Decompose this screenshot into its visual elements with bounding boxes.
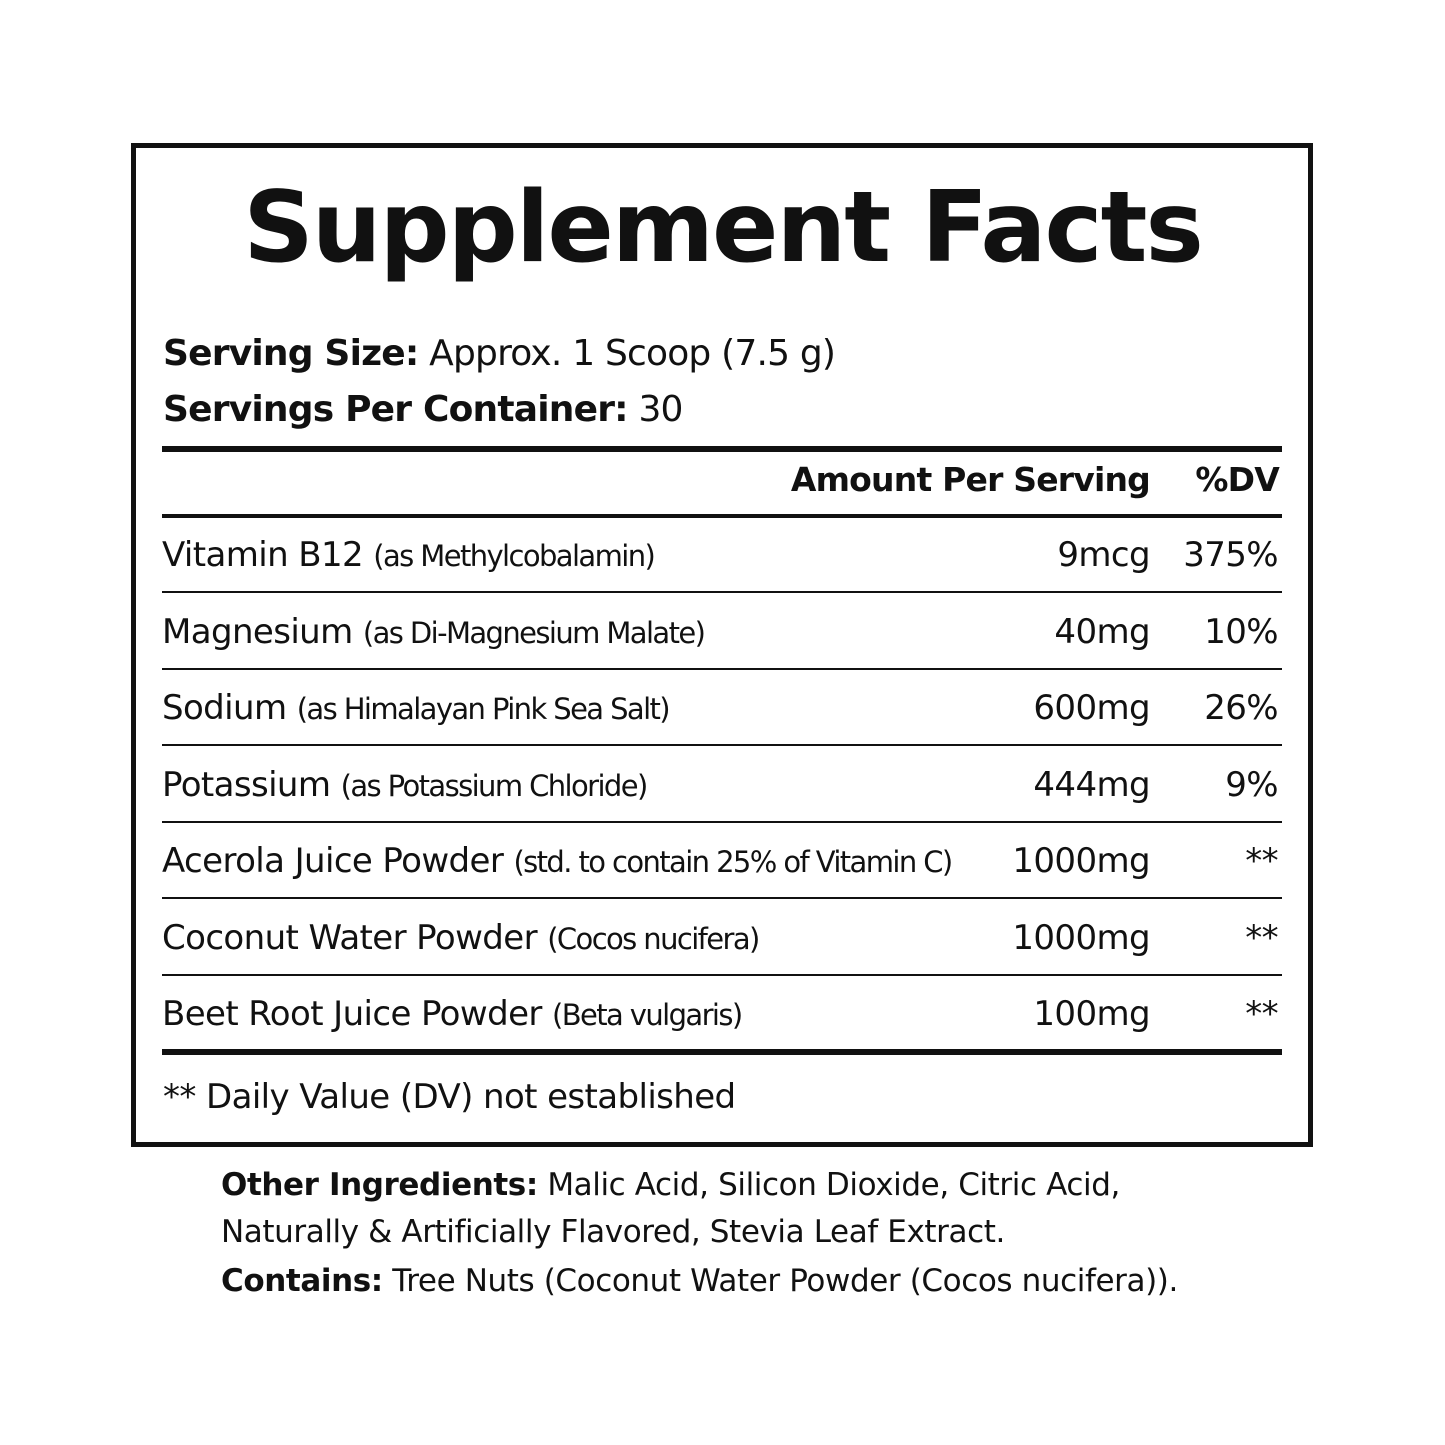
serving-size-value: Approx. 1 Scoop (7.5 g) <box>429 333 836 374</box>
nutrient-dv: ** <box>1245 994 1278 1034</box>
nutrient-label: Coconut Water Powder <box>162 917 538 958</box>
nutrient-name: Beet Root Juice Powder (Beta vulgaris) <box>162 992 743 1037</box>
nutrient-label: Potassium <box>162 764 331 805</box>
row-divider <box>162 897 1282 899</box>
divider-thick <box>162 446 1282 452</box>
contains: Contains: Tree Nuts (Coconut Water Powde… <box>221 1261 1178 1301</box>
nutrient-label: Magnesium <box>162 611 353 652</box>
nutrient-source: (as Potassium Chloride) <box>340 768 649 803</box>
nutrient-name: Acerola Juice Powder (std. to contain 25… <box>162 839 953 884</box>
nutrient-dv: ** <box>1245 841 1278 881</box>
nutrient-source: (as Himalayan Pink Sea Salt) <box>296 692 671 726</box>
nutrient-label: Sodium <box>162 688 287 728</box>
nutrient-amount: 9mcg <box>1057 535 1150 575</box>
row-divider <box>162 820 1282 823</box>
nutrient-amount: 600mg <box>1033 688 1150 728</box>
panel-title: Supplement Facts <box>243 171 1204 285</box>
nutrient-row: Coconut Water Powder (Cocos nucifera) 100… <box>162 916 1282 960</box>
nutrient-label: Beet Root Juice Powder <box>162 994 542 1034</box>
nutrient-row: Potassium (as Potassium Chloride) 444mg 9% <box>162 763 1282 807</box>
nutrient-amount: 444mg <box>1033 764 1150 805</box>
nutrient-dv: 375% <box>1183 535 1278 575</box>
nutrient-amount: 40mg <box>1054 611 1150 652</box>
nutrient-source: (Beta vulgaris) <box>551 998 743 1032</box>
contains-label: Contains: <box>221 1263 383 1299</box>
nutrient-name: Vitamin B12 (as Methylcobalamin) <box>162 533 656 578</box>
nutrient-dv: 10% <box>1204 611 1278 652</box>
nutrient-label: Vitamin B12 <box>162 535 364 575</box>
servings-label: Servings Per Container: <box>163 389 629 430</box>
nutrient-dv: ** <box>1245 917 1278 958</box>
dv-header: %DV <box>1195 460 1279 499</box>
nutrient-amount: 100mg <box>1033 994 1150 1034</box>
contains-value: Tree Nuts (Coconut Water Powder (Cocos n… <box>392 1263 1178 1299</box>
nutrient-name: Sodium (as Himalayan Pink Sea Salt) <box>162 686 671 731</box>
nutrient-source: (std. to contain 25% of Vitamin C) <box>513 845 953 879</box>
nutrient-label: Acerola Juice Powder <box>162 841 504 881</box>
serving-size: Serving Size: Approx. 1 Scoop (7.5 g) <box>163 332 836 376</box>
nutrient-source: (Cocos nucifera) <box>547 921 760 956</box>
row-divider <box>162 591 1282 593</box>
other-ingredients-line2: Naturally & Artificially Flavored, Stevi… <box>221 1214 1005 1250</box>
amount-header: Amount Per Serving <box>790 460 1151 499</box>
nutrient-dv: 9% <box>1225 764 1278 805</box>
nutrient-row: Acerola Juice Powder (std. to contain 25… <box>162 839 1282 883</box>
nutrient-amount: 1000mg <box>1012 917 1150 958</box>
nutrient-name: Magnesium (as Di-Magnesium Malate) <box>162 610 706 655</box>
nutrient-name: Potassium (as Potassium Chloride) <box>162 763 649 808</box>
nutrient-source: (as Di-Magnesium Malate) <box>362 615 706 650</box>
divider-thick <box>162 1049 1282 1055</box>
other-ingredients: Other Ingredients: Malic Acid, Silicon D… <box>221 1165 1120 1205</box>
serving-size-label: Serving Size: <box>163 333 419 374</box>
nutrient-name: Coconut Water Powder (Cocos nucifera) <box>162 916 760 961</box>
other-ingredients-label: Other Ingredients: <box>221 1167 538 1203</box>
nutrient-row: Magnesium (as Di-Magnesium Malate) 40mg 10… <box>162 610 1282 654</box>
servings-per-container: Servings Per Container: 30 <box>163 388 683 432</box>
row-divider <box>162 667 1282 670</box>
nutrient-amount: 1000mg <box>1012 841 1150 881</box>
nutrient-row: Beet Root Juice Powder (Beta vulgaris) 10… <box>162 992 1282 1036</box>
other-ingredients-line1: Malic Acid, Silicon Dioxide, Citric Acid… <box>547 1167 1120 1203</box>
servings-value: 30 <box>638 389 683 430</box>
nutrient-row: Vitamin B12 (as Methylcobalamin) 9mcg 375% <box>162 533 1282 577</box>
nutrient-source: (as Methylcobalamin) <box>373 539 656 573</box>
divider-medium <box>162 514 1282 518</box>
row-divider <box>162 973 1282 976</box>
footnote: ** Daily Value (DV) not established <box>163 1077 736 1117</box>
nutrient-row: Sodium (as Himalayan Pink Sea Salt) 600mg… <box>162 686 1282 730</box>
row-divider <box>162 744 1282 746</box>
supplement-facts-panel <box>131 143 1313 1147</box>
nutrient-dv: 26% <box>1204 688 1278 728</box>
